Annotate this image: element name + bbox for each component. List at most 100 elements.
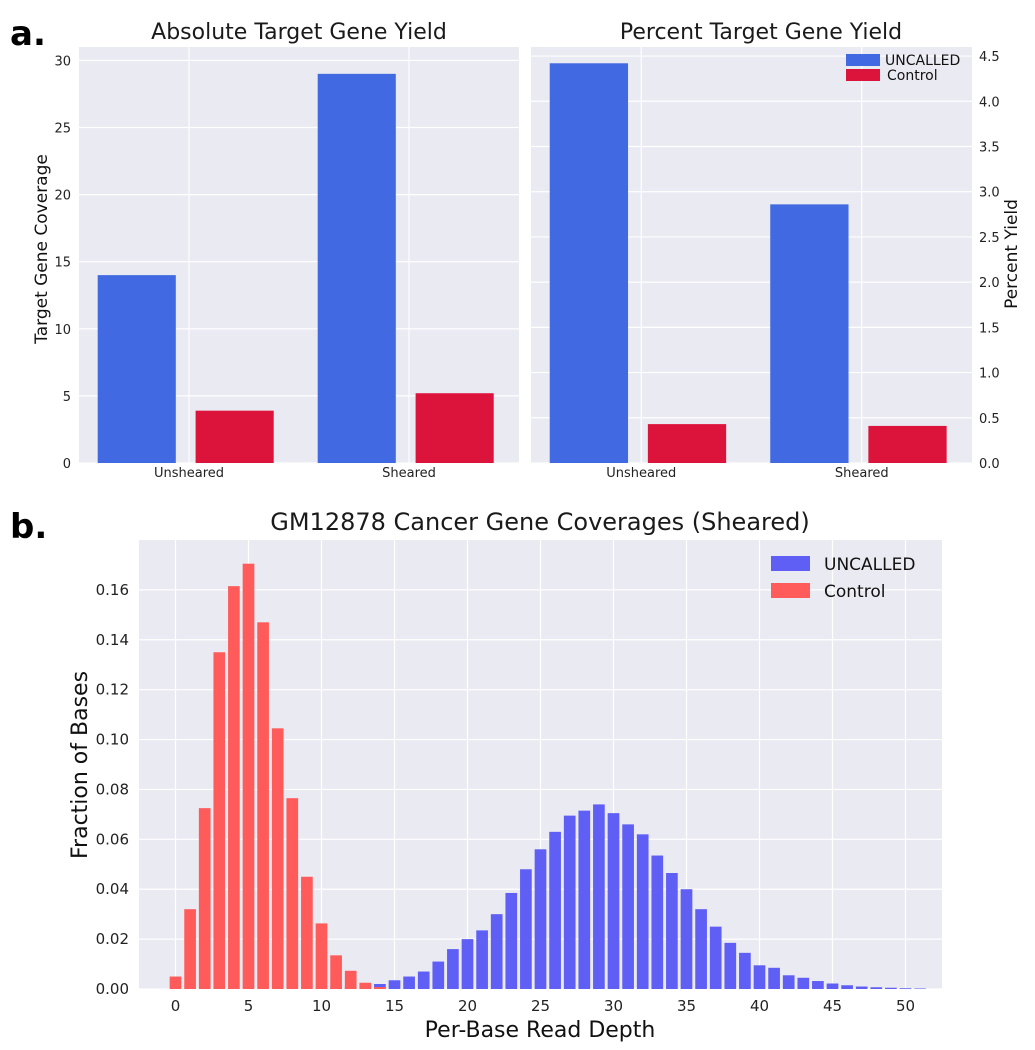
y-tick-label: 20 <box>54 189 71 204</box>
x-tick-label: 15 <box>385 997 404 1015</box>
legend-label-uncalled: UNCALLED <box>824 555 915 575</box>
x-tick-label: 25 <box>531 997 550 1015</box>
y-tick-label: 0.10 <box>96 731 129 749</box>
bar-uncalled-depth-50 <box>899 988 912 989</box>
bar-control-depth-1 <box>184 909 196 989</box>
bar-uncalled-depth-18 <box>432 961 445 989</box>
percent-yield-chart: 0.0 0.5 1.0 1.5 2.0 2.5 3.0 3.5 4.0 4.5 Unsheared… <box>531 20 1022 481</box>
chart2-title: Percent Target Gene Yield <box>620 20 902 45</box>
x-tick-label: 0 <box>171 997 181 1015</box>
bar-uncalled-unsheared <box>97 275 176 463</box>
bar-control-depth-11 <box>330 955 342 989</box>
bar-uncalled-depth-33 <box>651 855 664 989</box>
y-tick-label: 0.0 <box>979 457 1000 472</box>
bar-uncalled-depth-20 <box>461 939 474 989</box>
x-tick-label: 35 <box>677 997 696 1015</box>
bar-control-depth-9 <box>301 876 313 989</box>
bar-uncalled-depth-16 <box>403 976 415 989</box>
y-tick-label: 10 <box>54 323 71 338</box>
bar-control-depth-8 <box>286 798 299 989</box>
x-tick-label: 40 <box>750 997 769 1015</box>
y-tick-label: 5 <box>63 390 71 405</box>
bar-uncalled-depth-30 <box>607 813 620 989</box>
bar-uncalled-depth-40 <box>753 965 766 989</box>
bar-uncalled-depth-38 <box>724 942 737 989</box>
y-tick-label: 4.0 <box>979 95 1000 110</box>
bar-control-unsheared <box>195 410 274 463</box>
chart2-legend: UNCALLED Control <box>846 53 960 84</box>
bar-uncalled-depth-48 <box>870 987 883 989</box>
bar-uncalled-sheared <box>317 73 396 463</box>
bar-control-unsheared <box>647 424 727 463</box>
legend-label-uncalled: UNCALLED <box>885 53 960 69</box>
y-tick-label: 0.14 <box>96 631 129 649</box>
y-tick-label: 0.12 <box>96 681 129 699</box>
bar-uncalled-depth-17 <box>417 971 430 989</box>
bar-control-depth-7 <box>271 728 284 989</box>
x-tick-label: 50 <box>896 997 915 1015</box>
bar-uncalled-depth-23 <box>505 892 518 989</box>
chart3-legend: UNCALLED Control <box>771 555 915 602</box>
bar-control-sheared <box>868 425 947 463</box>
legend-label-control: Control <box>824 582 885 602</box>
bar-uncalled-depth-44 <box>812 981 824 989</box>
y-tick-label: 2.0 <box>979 276 1000 291</box>
x-tick-label-sheared: Sheared <box>382 466 436 481</box>
bar-uncalled-depth-37 <box>709 926 722 989</box>
chart3-y-axis-label: Fraction of Bases <box>68 671 93 859</box>
bar-uncalled-depth-42 <box>782 975 795 989</box>
bar-uncalled-depth-26 <box>549 831 561 989</box>
y-tick-label: 2.5 <box>979 231 1000 246</box>
bar-control-depth-4 <box>228 586 240 989</box>
bar-uncalled-depth-47 <box>855 986 868 989</box>
x-tick-label: 30 <box>604 997 623 1015</box>
bar-uncalled-depth-35 <box>680 889 693 989</box>
bar-uncalled-depth-24 <box>520 869 532 989</box>
bar-control-sheared <box>415 393 494 463</box>
bar-uncalled-depth-43 <box>797 977 810 989</box>
bar-uncalled-depth-14 <box>374 984 386 989</box>
legend-swatch-control <box>771 583 810 598</box>
bar-control-depth-3 <box>213 652 226 989</box>
x-tick-label-unsheared: Unsheared <box>606 466 676 481</box>
bar-control-depth-12 <box>344 970 357 989</box>
y-tick-label: 0.16 <box>96 581 129 599</box>
bar-uncalled-depth-19 <box>447 949 459 989</box>
y-tick-label: 1.0 <box>979 367 1000 382</box>
bar-uncalled-depth-36 <box>695 909 707 989</box>
y-tick-label: 1.5 <box>979 321 1000 336</box>
bar-uncalled-depth-32 <box>636 834 649 989</box>
bar-uncalled-depth-41 <box>768 967 780 989</box>
y-tick-label: 3.5 <box>979 140 1000 155</box>
y-tick-label: 0 <box>63 457 71 472</box>
bar-uncalled-depth-21 <box>476 930 488 989</box>
coverage-histogram-chart: 0.00 0.02 0.04 0.06 0.08 0.10 0.12 0.14 0.16 0 5 1… <box>68 508 942 1043</box>
legend-swatch-uncalled <box>771 556 810 571</box>
x-tick-label: 10 <box>312 997 331 1015</box>
y-tick-label: 15 <box>54 256 71 271</box>
bar-uncalled-depth-31 <box>622 824 634 989</box>
bar-control-depth-2 <box>198 808 211 989</box>
bar-control-depth-10 <box>315 923 328 989</box>
absolute-yield-chart: 0 5 10 15 20 25 30 Unsheared Sheared Absolute T… <box>32 20 519 481</box>
chart3-title: GM12878 Cancer Gene Coverages (Sheared) <box>270 508 809 536</box>
bar-uncalled-depth-22 <box>490 914 503 989</box>
y-tick-label: 0.02 <box>96 930 129 948</box>
y-tick-label: 3.0 <box>979 186 1000 201</box>
y-tick-label: 25 <box>54 122 71 137</box>
bar-uncalled-depth-46 <box>841 985 853 989</box>
chart2-y-axis-label: Percent Yield <box>1002 199 1022 309</box>
y-tick-label: 30 <box>54 54 71 69</box>
x-tick-label: 5 <box>244 997 254 1015</box>
y-tick-label: 0.00 <box>96 980 129 998</box>
panel-a-label: a. <box>10 14 46 54</box>
bar-control-depth-6 <box>257 622 269 989</box>
bar-control-depth-14 <box>374 987 386 989</box>
x-tick-label: 45 <box>823 997 842 1015</box>
bar-uncalled-depth-15 <box>388 980 401 989</box>
bar-uncalled-unsheared <box>549 63 629 463</box>
y-tick-label: 4.5 <box>979 50 1000 65</box>
x-tick-label-unsheared: Unsheared <box>154 466 224 481</box>
x-tick-label-sheared: Sheared <box>835 466 889 481</box>
